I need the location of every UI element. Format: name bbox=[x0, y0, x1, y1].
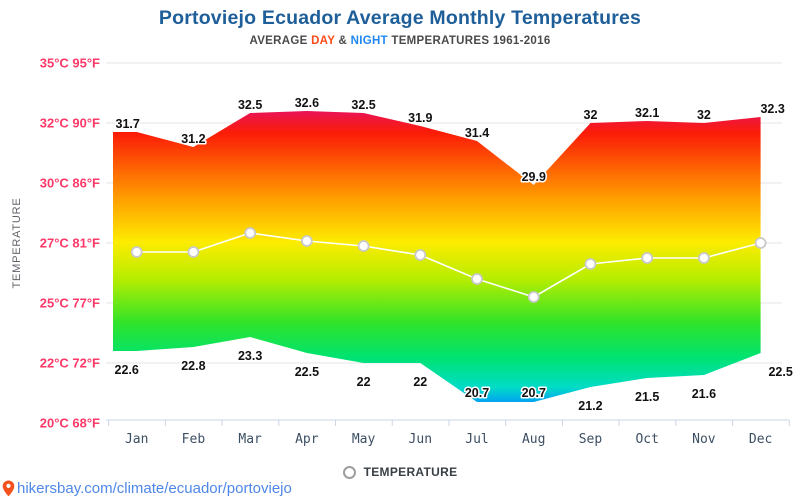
night-value-label: 20.7 bbox=[465, 386, 489, 400]
night-value-label: 22 bbox=[357, 375, 371, 389]
page-title: Portoviejo Ecuador Average Monthly Tempe… bbox=[158, 7, 642, 29]
month-label: Aug bbox=[522, 432, 545, 447]
average-point-marker bbox=[187, 246, 200, 258]
day-night-temperature-area bbox=[113, 111, 761, 402]
chart-subtitle: AVERAGE DAY & NIGHT TEMPERATURES 1961-20… bbox=[0, 35, 800, 47]
average-line bbox=[136, 232, 761, 298]
month-label: Dec bbox=[749, 432, 772, 447]
subtitle-day: DAY bbox=[311, 35, 335, 47]
subtitle-amp: & bbox=[335, 35, 351, 47]
average-temperature-line bbox=[136, 232, 761, 298]
average-point-marker bbox=[414, 249, 427, 261]
average-point-marker bbox=[244, 227, 257, 239]
site-url-bar: hikersbay.com/climate/ecuador/portoviejo bbox=[2, 480, 292, 497]
night-value-label: 22.5 bbox=[768, 365, 792, 379]
month-label: Jul bbox=[465, 432, 488, 447]
y-tick-label: 32°C 90°F bbox=[40, 116, 100, 131]
average-point-marker bbox=[584, 258, 597, 270]
day-value-label: 32.3 bbox=[760, 102, 784, 116]
day-value-label: 31.7 bbox=[116, 117, 140, 131]
month-label: Jan bbox=[125, 432, 148, 447]
average-point-marker bbox=[357, 240, 370, 252]
month-label: Sep bbox=[579, 432, 603, 447]
day-value-label: 31.9 bbox=[408, 111, 432, 125]
month-label: Apr bbox=[295, 432, 319, 447]
night-value-label: 20.7 bbox=[522, 386, 546, 400]
legend-circle-icon bbox=[342, 465, 356, 479]
y-tick-label: 22°C 72°F bbox=[40, 356, 100, 371]
average-point-marker bbox=[527, 291, 540, 303]
location-pin-icon bbox=[2, 480, 15, 497]
month-label: May bbox=[352, 432, 376, 447]
average-point-marker bbox=[130, 246, 143, 258]
night-value-label: 23.3 bbox=[238, 349, 262, 363]
day-value-label: 32 bbox=[584, 108, 598, 122]
day-value-label: 32 bbox=[697, 108, 711, 122]
month-label: Feb bbox=[182, 432, 206, 447]
night-value-label: 21.6 bbox=[692, 387, 716, 401]
average-point-marker bbox=[300, 235, 313, 247]
temperature-area-shape bbox=[113, 111, 761, 402]
average-point-marker bbox=[754, 237, 767, 249]
night-value-label: 21.5 bbox=[635, 390, 659, 404]
y-tick-label: 30°C 86°F bbox=[40, 176, 100, 191]
month-label: Nov bbox=[692, 432, 716, 447]
average-point-marker bbox=[471, 273, 483, 285]
x-axis-labels: Jan Feb Mar Apr May Jun Jul Aug Sep Oct Nov Dec bbox=[125, 432, 772, 447]
average-point-marker bbox=[698, 252, 710, 264]
day-value-label: 32.1 bbox=[635, 106, 659, 120]
y-tick-label: 27°C 81°F bbox=[40, 236, 100, 251]
subtitle-suffix: TEMPERATURES 1961-2016 bbox=[387, 35, 551, 47]
night-value-label: 22.6 bbox=[115, 363, 139, 377]
month-label: Jun bbox=[409, 432, 432, 447]
day-value-label: 32.6 bbox=[295, 96, 319, 110]
y-tick-label: 25°C 77°F bbox=[40, 296, 100, 311]
day-value-label: 29.9 bbox=[522, 170, 546, 184]
legend-label: TEMPERATURE bbox=[363, 465, 458, 479]
night-value-label: 22.8 bbox=[181, 359, 205, 373]
y-axis-labels: 35°C 95°F 32°C 90°F 30°C 86°F 27°C 81°F 25°C… bbox=[40, 56, 100, 431]
day-value-labels: 31.7 31.2 32.5 32.6 32.5 31.9 31.4 29.9 32 32.1 32… bbox=[114, 95, 786, 186]
x-axis bbox=[106, 419, 790, 426]
average-point-marker bbox=[641, 252, 654, 264]
month-label: Mar bbox=[238, 432, 262, 447]
night-value-label: 21.2 bbox=[578, 399, 602, 413]
night-value-labels: 22.6 22.8 23.3 22.5 22 22 20.7 20.7 21.2 21.5 21.6… bbox=[113, 348, 794, 415]
day-value-label: 31.2 bbox=[181, 132, 205, 146]
y-axis-title: TEMPERATURE bbox=[11, 197, 23, 288]
site-url-link[interactable]: hikersbay.com/climate/ecuador/portoviejo bbox=[17, 480, 292, 497]
night-value-label: 22.5 bbox=[295, 365, 319, 379]
y-tick-label: 35°C 95°F bbox=[40, 56, 100, 71]
legend: TEMPERATURE bbox=[0, 465, 800, 479]
day-value-label: 32.5 bbox=[351, 98, 375, 112]
subtitle-prefix: AVERAGE bbox=[249, 35, 312, 47]
night-value-label: 22 bbox=[413, 375, 427, 389]
average-temperature-markers bbox=[130, 227, 767, 303]
subtitle-night: NIGHT bbox=[350, 35, 388, 47]
day-value-label: 32.5 bbox=[238, 98, 262, 112]
month-label: Oct bbox=[635, 432, 658, 447]
day-value-label: 31.4 bbox=[465, 126, 489, 140]
y-tick-label: 20°C 68°F bbox=[40, 416, 100, 431]
